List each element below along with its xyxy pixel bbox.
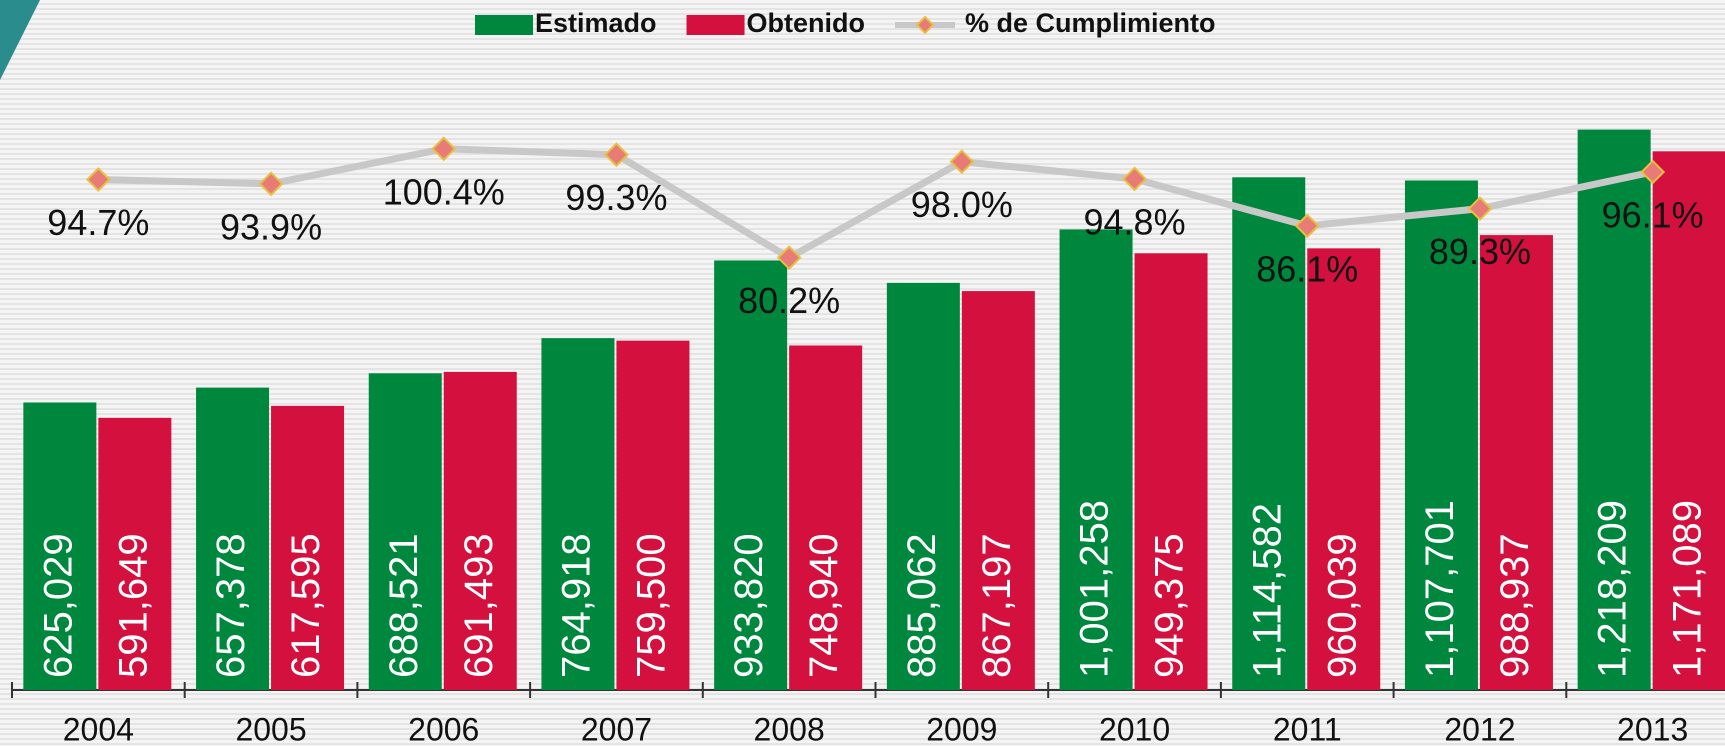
bar-value-label: 960,039	[1320, 533, 1364, 678]
bar-value-label: 1,218,209	[1591, 500, 1635, 678]
bar	[98, 417, 172, 690]
bar	[1577, 129, 1651, 691]
x-tick-label: 2005	[235, 711, 306, 746]
legend-label: % de Cumplimiento	[965, 8, 1216, 38]
bar	[541, 338, 615, 690]
legend-label: Obtenido	[747, 8, 865, 38]
line-value-label: 94.7%	[47, 202, 149, 243]
bar	[23, 402, 97, 690]
bar-value-label: 759,500	[630, 533, 674, 678]
line-value-label: 100.4%	[383, 171, 505, 212]
bar	[886, 282, 960, 690]
line-marker	[85, 167, 111, 192]
bar-value-label: 867,197	[975, 533, 1019, 678]
bar-value-label: 617,595	[284, 533, 328, 678]
line-value-label: 80.2%	[738, 280, 840, 321]
bar	[271, 405, 345, 690]
bar	[196, 387, 270, 690]
bar-value-label: 688,521	[382, 533, 426, 678]
bar-value-label: 1,001,258	[1073, 500, 1117, 678]
bar	[616, 340, 690, 690]
line-value-label: 89.3%	[1429, 231, 1531, 272]
x-tick-label: 2007	[581, 711, 652, 746]
bar	[1059, 229, 1133, 690]
line	[98, 145, 1654, 262]
x-tick-label: 2009	[926, 711, 997, 746]
bar-value-label: 691,493	[457, 533, 501, 678]
bar	[714, 260, 788, 690]
bar	[789, 345, 863, 690]
x-tick-label: 2012	[1444, 711, 1515, 746]
x-tick-label: 2013	[1617, 711, 1688, 746]
bar-value-label: 988,937	[1493, 533, 1537, 678]
legend-swatch-marker	[915, 15, 935, 35]
legend-swatch	[686, 15, 745, 35]
bar-value-label: 625,029	[36, 533, 80, 678]
bar	[1134, 253, 1208, 690]
line-value-label: 86.1%	[1256, 248, 1358, 289]
line-marker	[1467, 196, 1493, 222]
bar-value-label: 764,918	[555, 533, 599, 678]
x-tick-label: 2006	[408, 711, 479, 746]
corner-decoration	[0, 0, 40, 80]
bar	[1232, 177, 1306, 690]
bar	[368, 373, 442, 690]
line-marker	[1640, 159, 1666, 185]
bar-value-label: 885,062	[900, 533, 944, 678]
bar-value-label: 949,375	[1148, 533, 1192, 678]
line-value-label: 99.3%	[565, 177, 667, 218]
line-value-label: 94.8%	[1084, 201, 1186, 242]
line-marker	[949, 149, 975, 175]
x-tick-label: 2004	[63, 711, 134, 746]
x-tick-label: 2008	[754, 711, 825, 746]
bar-value-label: 1,171,089	[1666, 500, 1710, 678]
line-marker	[776, 245, 802, 271]
line-value-label: 93.9%	[220, 206, 322, 247]
line-value-label: 96.1%	[1602, 194, 1704, 235]
bar	[1479, 235, 1553, 690]
bar	[443, 371, 517, 690]
x-tick-label: 2011	[1273, 711, 1342, 746]
bar-value-label: 591,649	[111, 533, 155, 678]
line-marker	[431, 136, 457, 162]
x-tick-label: 2010	[1099, 711, 1170, 746]
legend-label: Estimado	[535, 8, 657, 38]
line-marker	[258, 171, 284, 197]
legend-swatch	[475, 15, 533, 35]
line-marker	[1122, 166, 1147, 192]
bar	[1307, 248, 1381, 690]
bar	[961, 291, 1035, 690]
line-value-label: 98.0%	[911, 184, 1013, 225]
line-marker	[604, 142, 629, 168]
bar	[1652, 151, 1725, 690]
bar-value-label: 933,820	[727, 533, 771, 678]
bar-value-label: 657,378	[209, 533, 253, 678]
bar-value-label: 1,107,701	[1418, 500, 1462, 678]
bar-value-label: 748,940	[802, 533, 846, 678]
bar	[1404, 180, 1478, 691]
bar-value-label: 1,114,582	[1245, 503, 1289, 678]
line-marker	[1294, 213, 1320, 239]
